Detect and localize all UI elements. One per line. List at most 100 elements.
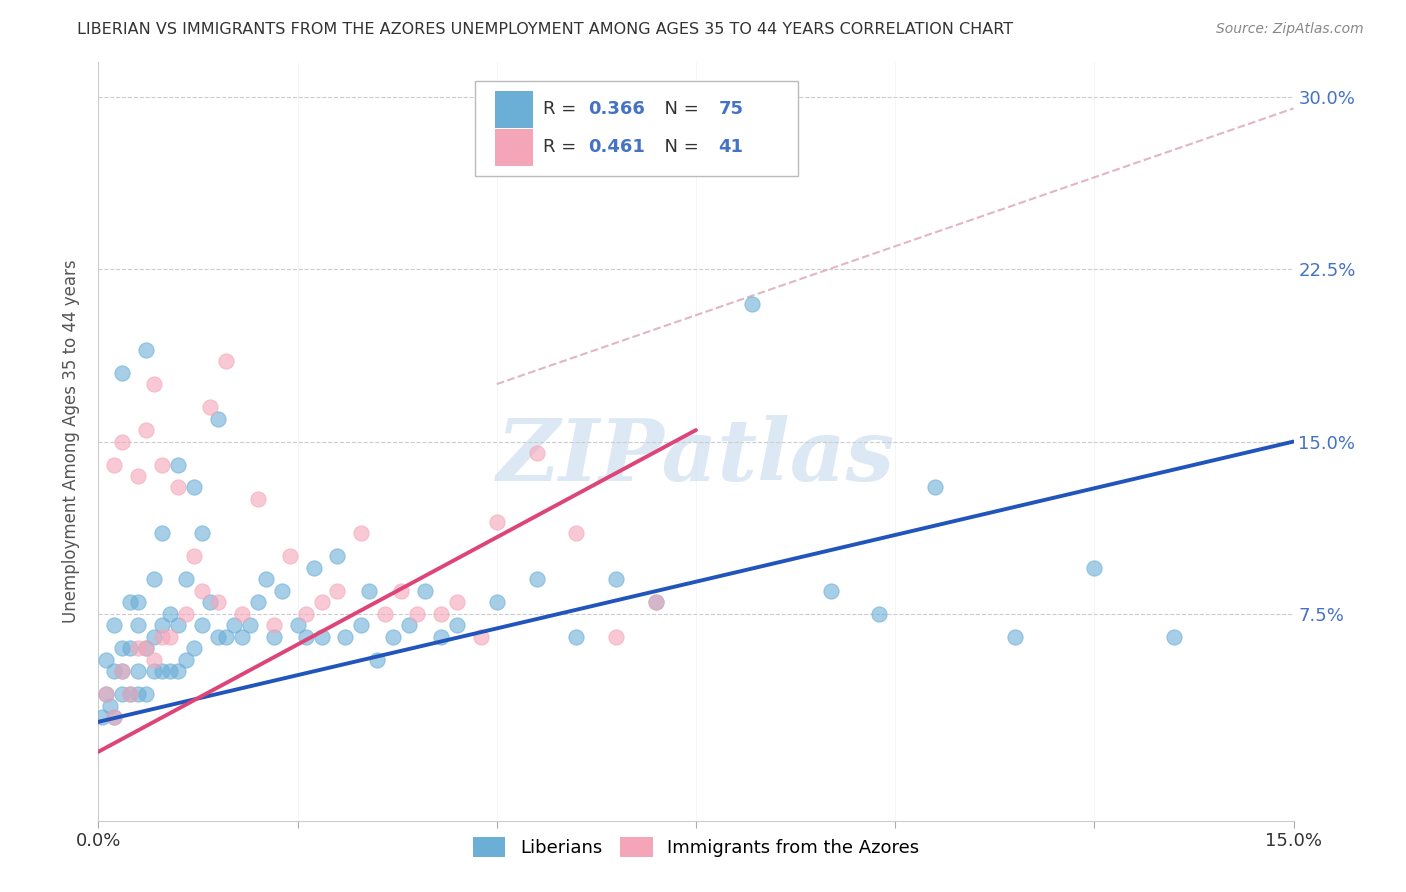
Point <box>143 573 166 587</box>
Text: R =: R = <box>543 101 582 119</box>
Point <box>159 630 181 644</box>
Point <box>246 491 269 506</box>
Point <box>150 665 173 679</box>
Text: 0.366: 0.366 <box>589 101 645 119</box>
Point <box>263 630 285 644</box>
Point <box>150 618 173 632</box>
Point <box>406 607 429 621</box>
Point <box>183 641 205 656</box>
Point <box>287 618 309 632</box>
Point <box>120 595 142 609</box>
Point <box>150 526 173 541</box>
Point <box>91 710 114 724</box>
Point <box>191 618 214 632</box>
Point <box>167 618 190 632</box>
Point <box>159 665 181 679</box>
Point <box>311 595 333 609</box>
Bar <box>495 129 533 166</box>
Point <box>135 343 157 357</box>
Point <box>446 618 468 632</box>
Point <box>294 607 316 621</box>
Point <box>1004 630 1026 644</box>
Point <box>485 515 508 529</box>
Text: ZIPatlas: ZIPatlas <box>496 415 896 499</box>
Point <box>413 583 436 598</box>
Point <box>239 618 262 632</box>
Point <box>645 595 668 609</box>
Point <box>207 630 229 644</box>
Point <box>103 710 125 724</box>
Point <box>127 641 149 656</box>
Point <box>111 665 134 679</box>
Point <box>143 377 166 392</box>
Point <box>135 687 157 701</box>
Point <box>120 687 142 701</box>
Point <box>111 641 134 656</box>
Point <box>103 665 125 679</box>
Point <box>150 630 173 644</box>
Point <box>174 573 197 587</box>
Text: N =: N = <box>652 138 704 156</box>
Text: 0.461: 0.461 <box>589 138 645 156</box>
Point <box>207 411 229 425</box>
Point <box>605 630 627 644</box>
Point <box>278 549 301 564</box>
Point <box>302 561 325 575</box>
Point <box>191 583 214 598</box>
Point <box>120 641 142 656</box>
Point <box>430 607 453 621</box>
Point <box>198 595 221 609</box>
Point <box>174 653 197 667</box>
Point <box>526 446 548 460</box>
Point <box>207 595 229 609</box>
Bar <box>495 91 533 128</box>
Point <box>359 583 381 598</box>
Point <box>198 400 221 414</box>
Point <box>446 595 468 609</box>
Point <box>183 481 205 495</box>
Y-axis label: Unemployment Among Ages 35 to 44 years: Unemployment Among Ages 35 to 44 years <box>62 260 80 624</box>
Point <box>143 630 166 644</box>
Point <box>111 687 134 701</box>
Point <box>183 549 205 564</box>
Point <box>103 618 125 632</box>
Point <box>924 481 946 495</box>
Point <box>311 630 333 644</box>
Point <box>565 526 588 541</box>
Point <box>96 687 118 701</box>
Text: Source: ZipAtlas.com: Source: ZipAtlas.com <box>1216 22 1364 37</box>
Point <box>270 583 292 598</box>
Point <box>526 573 548 587</box>
Point <box>246 595 269 609</box>
Point <box>350 618 373 632</box>
Point <box>254 573 277 587</box>
Point <box>231 630 253 644</box>
Text: 41: 41 <box>718 138 744 156</box>
Point <box>382 630 405 644</box>
Point <box>222 618 245 632</box>
Point <box>167 458 190 472</box>
Point <box>127 595 149 609</box>
Point <box>335 630 357 644</box>
Point <box>868 607 890 621</box>
Point <box>645 595 668 609</box>
Text: 75: 75 <box>718 101 744 119</box>
Point <box>111 665 134 679</box>
Point <box>820 583 842 598</box>
Point <box>326 583 349 598</box>
Point <box>103 458 125 472</box>
Point <box>174 607 197 621</box>
Text: R =: R = <box>543 138 582 156</box>
Point <box>135 641 157 656</box>
Point <box>103 710 125 724</box>
Point <box>1163 630 1185 644</box>
Point <box>605 573 627 587</box>
Point <box>127 469 149 483</box>
Point <box>111 434 134 449</box>
Point <box>430 630 453 644</box>
Point <box>215 630 238 644</box>
Point <box>143 665 166 679</box>
Point <box>231 607 253 621</box>
Point <box>366 653 388 667</box>
Point <box>485 595 508 609</box>
